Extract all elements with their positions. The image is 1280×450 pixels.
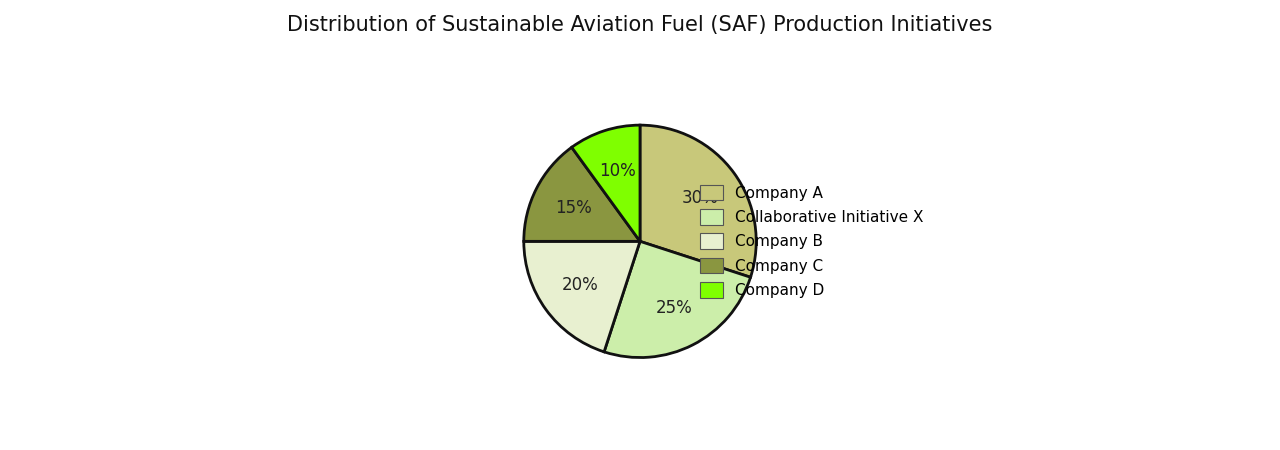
Wedge shape [524, 241, 640, 352]
Wedge shape [604, 241, 750, 358]
Legend: Company A, Collaborative Initiative X, Company B, Company C, Company D: Company A, Collaborative Initiative X, C… [694, 179, 931, 304]
Wedge shape [524, 147, 640, 241]
Text: 15%: 15% [556, 198, 593, 216]
Wedge shape [640, 125, 756, 277]
Text: 30%: 30% [682, 189, 718, 207]
Text: 25%: 25% [655, 299, 692, 317]
Title: Distribution of Sustainable Aviation Fuel (SAF) Production Initiatives: Distribution of Sustainable Aviation Fue… [287, 15, 993, 35]
Text: 20%: 20% [562, 276, 598, 294]
Wedge shape [572, 125, 640, 241]
Text: 10%: 10% [599, 162, 635, 180]
